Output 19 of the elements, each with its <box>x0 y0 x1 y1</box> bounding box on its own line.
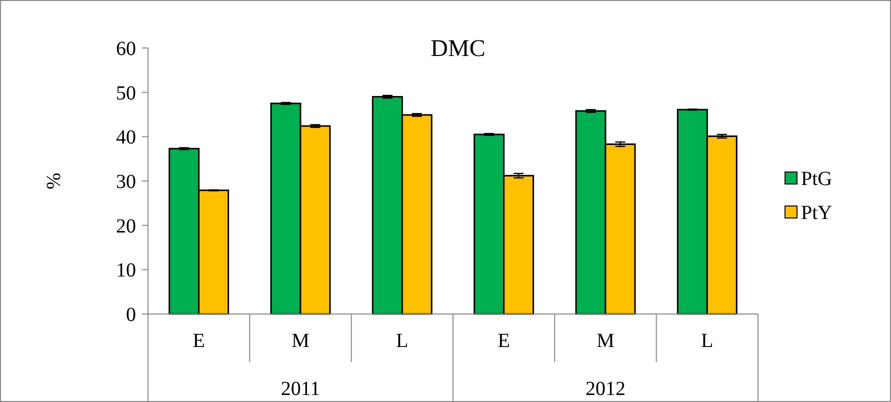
legend-label: PtG <box>801 168 832 190</box>
y-tick-label: 50 <box>116 82 136 104</box>
y-tick-label: 0 <box>126 304 136 326</box>
chart-title: DMC <box>430 36 486 62</box>
x-tick-label: M <box>596 330 615 352</box>
y-tick-label: 10 <box>116 260 136 282</box>
y-tick-label: 20 <box>116 215 136 238</box>
x-tick-label: M <box>292 330 310 352</box>
y-tick-label: 30 <box>116 171 136 193</box>
x-tick-label: L <box>701 330 714 352</box>
text: 2011 <box>280 378 320 400</box>
x-tick-label: E <box>498 330 510 352</box>
y-tick-label: 60 <box>116 38 136 60</box>
x-tick-label: L <box>396 330 408 352</box>
y-axis-title: % <box>43 172 65 190</box>
y-tick-label: 40 <box>116 126 136 149</box>
x-tick-label: E <box>192 330 205 352</box>
legend-label: PtY <box>801 202 832 224</box>
text: 2012 <box>586 378 626 400</box>
